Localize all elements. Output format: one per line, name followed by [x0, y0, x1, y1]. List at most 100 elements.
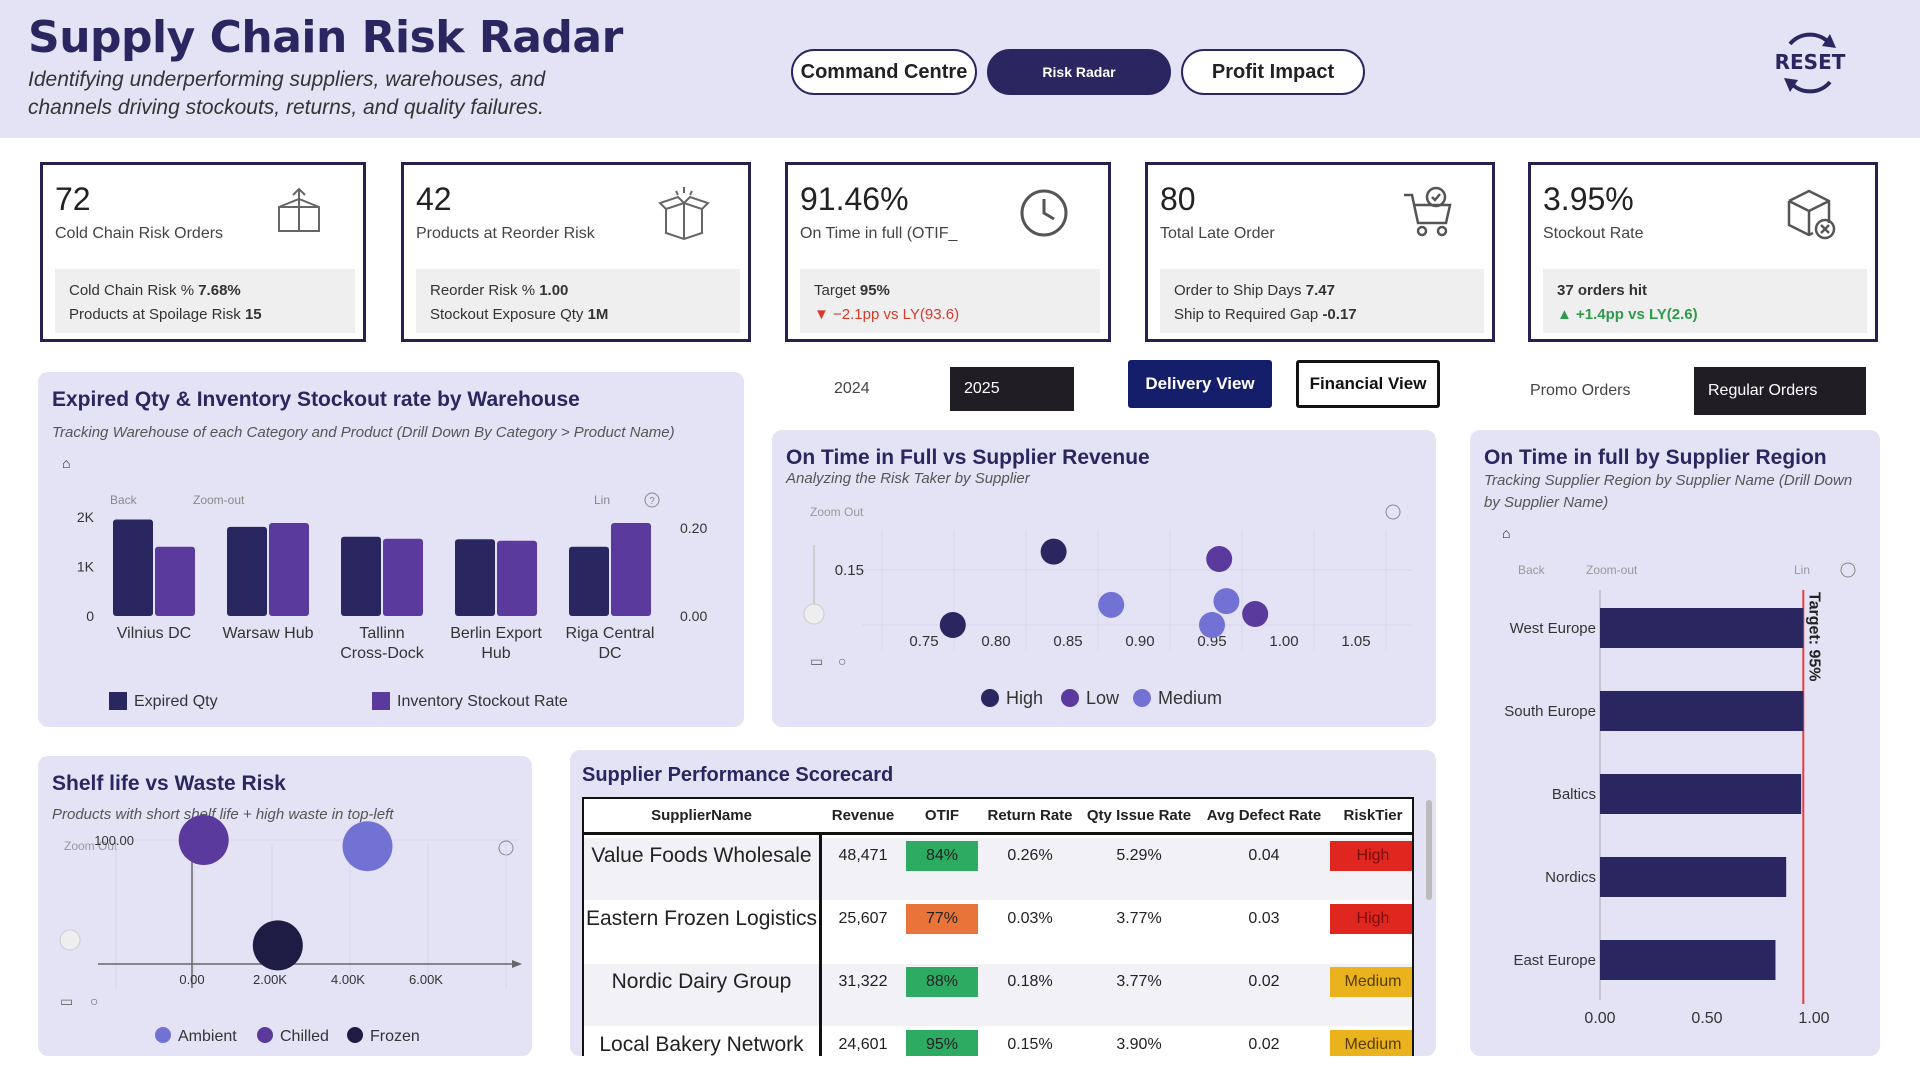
chart-subtitle: Products with short shelf life + high wa… — [52, 806, 394, 823]
column-header[interactable]: Return Rate — [987, 807, 1073, 824]
legend-swatch-stockout — [372, 692, 390, 710]
kpi-detail-label: Stockout Exposure Qty — [430, 306, 584, 323]
x-tick-label: 1.05 — [1341, 633, 1370, 650]
bubble-chilled — [178, 815, 229, 865]
region-chart-panel: On Time in full by Supplier Region Track… — [1470, 430, 1880, 1056]
regular-orders-button[interactable]: Regular Orders — [1694, 367, 1866, 415]
kpi-detail-value: 95% — [859, 282, 890, 299]
scatter-point-medium — [1213, 588, 1240, 615]
x-tick-label: 4.00K — [331, 972, 365, 987]
lin-toggle[interactable]: Lin — [1794, 563, 1810, 577]
table-cell: Local Bakery Network — [599, 1033, 804, 1056]
lasso-icon[interactable]: ○ — [90, 993, 98, 1009]
bar-expired-qty — [227, 526, 267, 616]
home-icon[interactable]: ⌂ — [62, 455, 70, 471]
table-cell: 24,601 — [838, 1036, 888, 1053]
x-tick-label: 0.75 — [909, 633, 938, 650]
region-bar — [1600, 691, 1804, 731]
table-cell: 0.02 — [1248, 973, 1280, 990]
home-icon[interactable]: ⌂ — [1502, 525, 1510, 541]
table-cell: 31,322 — [838, 973, 888, 990]
legend-ambient: Ambient — [178, 1028, 237, 1045]
kpi-detail-value: 1M — [587, 306, 609, 323]
legend-expired: Expired Qty — [134, 693, 218, 710]
chart-title: On Time in full by Supplier Region — [1484, 446, 1827, 469]
region-bar — [1600, 857, 1787, 897]
zoom-out-button[interactable]: Zoom-out — [193, 493, 245, 507]
kpi-trend-up: ▲ +1.4pp vs LY(2.6) — [1557, 306, 1698, 323]
legend-dot-medium — [1133, 689, 1151, 707]
reset-button[interactable]: RESET — [1770, 26, 1850, 98]
table-cell: Value Foods Wholesale — [591, 844, 812, 867]
table-cell: 0.04 — [1248, 847, 1280, 864]
table-cell: Eastern Frozen Logistics — [585, 907, 818, 930]
table-row[interactable]: Eastern Frozen Logistics 25,607 77% 0.03% 3.… — [584, 901, 1412, 963]
y2-tick-label: 0.20 — [680, 520, 707, 536]
kpi-value: 3.95% — [1543, 181, 1634, 217]
region-chart: ⌂ Back Zoom-out Lin West Europe South Eur… — [1502, 525, 1856, 1027]
nav-command-centre[interactable]: Command Centre — [791, 49, 977, 95]
x-tick-label: Warsaw Hub — [223, 625, 314, 642]
year-2025-button[interactable]: 2025 — [950, 367, 1074, 411]
back-button[interactable]: Back — [110, 493, 138, 507]
promo-orders-button[interactable]: Promo Orders — [1516, 367, 1686, 415]
shelf-chart-panel: Shelf life vs Waste Risk Products with s… — [38, 756, 532, 1056]
lasso-icon[interactable]: ○ — [838, 653, 846, 669]
financial-view-button[interactable]: Financial View — [1296, 360, 1440, 408]
table-scrollbar[interactable] — [1426, 800, 1432, 900]
zoom-slider-handle[interactable] — [803, 603, 825, 625]
camera-icon[interactable]: ▭ — [810, 653, 823, 669]
zoom-out-button[interactable]: Zoom Out — [810, 505, 864, 519]
table-row[interactable]: Value Foods Wholesale 48,471 84% 0.26% 5.29%… — [584, 838, 1412, 900]
column-header[interactable]: Qty Issue Rate — [1086, 807, 1192, 824]
zoom-out-button[interactable]: Zoom Out — [64, 839, 118, 853]
delivery-view-button[interactable]: Delivery View — [1128, 360, 1272, 408]
table-cell: Medium — [1330, 967, 1412, 997]
cart-icon — [1404, 186, 1452, 237]
table-row[interactable]: Nordic Dairy Group 31,322 88% 0.18% 3.77% 0.0… — [584, 964, 1412, 1026]
region-label: East Europe — [1513, 952, 1596, 969]
x-tick-label: 1.00 — [1269, 633, 1298, 650]
table-cell: 0.15% — [1007, 1036, 1053, 1053]
x-tick-label: 0.90 — [1125, 633, 1154, 650]
kpi-value: 91.46% — [800, 181, 909, 217]
chart-subtitle: Tracking Warehouse of each Category and … — [52, 424, 675, 441]
kpi-detail: 37 orders hit ▲ +1.4pp vs LY(2.6) — [1543, 269, 1867, 333]
help-icon[interactable] — [644, 492, 660, 508]
kpi-detail-value: 7.68% — [198, 282, 241, 299]
table-row[interactable]: Local Bakery Network 24,601 95% 0.15% 3.90% 0… — [584, 1027, 1412, 1056]
zoom-out-button[interactable]: Zoom-out — [1586, 563, 1638, 577]
scatter-point-medium — [1098, 591, 1125, 618]
column-header[interactable]: OTIF — [924, 807, 960, 824]
table-cell: 0.03 — [1248, 910, 1280, 927]
kpi-detail: Target 95% ▼ −2.1pp vs LY(93.6) — [800, 269, 1100, 333]
nav-profit-impact[interactable]: Profit Impact — [1181, 49, 1365, 95]
legend-chilled: Chilled — [280, 1028, 329, 1045]
back-button[interactable]: Back — [1518, 563, 1546, 577]
kpi-label: Total Late Order — [1160, 225, 1275, 242]
column-header[interactable]: Avg Defect Rate — [1206, 807, 1322, 824]
nav-risk-radar[interactable]: Risk Radar — [987, 49, 1171, 95]
kpi-label: Products at Reorder Risk — [416, 225, 595, 242]
table-cell: 48,471 — [838, 847, 888, 864]
warehouse-chart-panel: Expired Qty & Inventory Stockout rate by… — [38, 372, 744, 727]
y-tick-label: 2K — [77, 509, 95, 525]
column-header[interactable]: SupplierName — [651, 807, 752, 824]
region-axes: West Europe South Europe Baltics Nordics Eas… — [1504, 590, 1830, 1027]
year-2024-button[interactable]: 2024 — [820, 367, 946, 411]
column-header[interactable]: Revenue — [831, 807, 895, 824]
column-header[interactable]: RiskTier — [1343, 807, 1403, 824]
legend-dot-chilled — [257, 1027, 273, 1043]
x-tick-label: 0.00 — [179, 972, 204, 987]
zoom-slider-handle[interactable] — [59, 929, 81, 951]
kpi-detail-label: Target — [814, 282, 856, 299]
target-label: Target: 95% — [1805, 592, 1822, 682]
help-icon[interactable] — [1840, 562, 1856, 578]
camera-icon[interactable]: ▭ — [60, 993, 73, 1009]
help-icon[interactable] — [1385, 504, 1401, 520]
lin-toggle[interactable]: Lin — [594, 493, 610, 507]
y-tick-label: 1K — [77, 559, 95, 575]
otif-scatter-chart: Zoom Out ▭ ○ 0.75 0.80 0.85 0.90 0.95 1.00 1.0… — [803, 504, 1412, 708]
table-cell: 0.18% — [1007, 973, 1053, 990]
table-cell: Nordic Dairy Group — [611, 970, 792, 993]
